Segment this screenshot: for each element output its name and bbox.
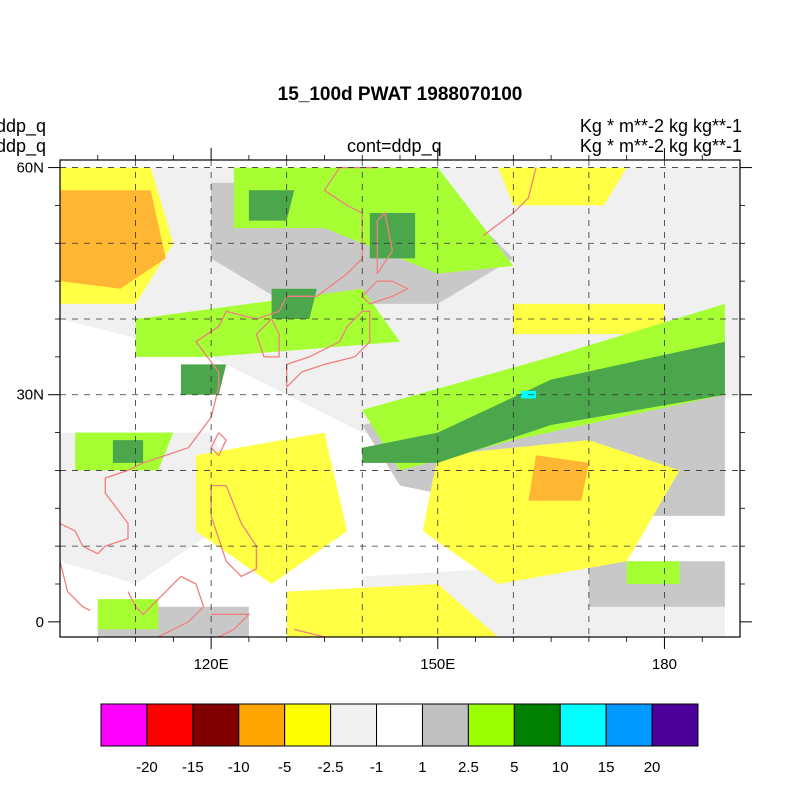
lat-tick-label: 0 <box>36 614 44 631</box>
coastline <box>482 167 537 237</box>
contour-label: cont=ddp_q <box>347 136 442 156</box>
anomaly-region-darkgreen <box>362 341 725 463</box>
colorbar-label: 10 <box>552 759 569 776</box>
coastline <box>210 484 258 578</box>
colorbar-label: -15 <box>182 759 204 776</box>
coastline <box>60 561 91 612</box>
anomaly-region-yellow <box>422 440 680 584</box>
colorbar-box <box>376 703 423 747</box>
colorbar-box <box>467 703 515 747</box>
anomaly-region-lime <box>626 561 680 584</box>
lon-tick-label: 120E <box>194 656 229 673</box>
right-units-label-1: Kg * m**-2 kg kg**-1 <box>579 116 742 136</box>
left-variable-label-2: ddp_q <box>0 136 47 156</box>
lat-tick-label: 60N <box>16 160 44 177</box>
colorbar: -20 -15 -10 -5 -2.5 -1 1 2.5 5 10 15 20 <box>100 703 699 776</box>
lat-tick-label: 30N <box>16 387 44 404</box>
coastline <box>286 310 371 388</box>
colorbar-box <box>651 703 699 747</box>
coastline <box>195 166 378 388</box>
colorbar-label: 20 <box>644 759 661 776</box>
plot-title: 15_100d PWAT 1988070100 <box>277 84 523 105</box>
lon-tick-label: 180 <box>652 656 677 673</box>
colorbar-label: -10 <box>228 759 250 776</box>
colorbar-box <box>146 703 194 747</box>
colorbar-box <box>238 703 286 747</box>
anomaly-region-darkgreen <box>112 440 144 463</box>
colorbar-box <box>513 703 561 747</box>
right-units-label-2: Kg * m**-2 kg kg**-1 <box>579 136 742 156</box>
axis-ticks: 60N 30N 0 120E 150E 180 <box>16 148 752 673</box>
anomaly-region-darkgreen <box>271 288 317 319</box>
coastline <box>210 432 227 457</box>
coastline <box>211 613 251 637</box>
coastline <box>127 575 205 637</box>
anomaly-region-darkgreen <box>369 213 416 259</box>
colorbar-box <box>421 703 469 747</box>
colorbar-label: -20 <box>136 759 158 776</box>
colorbar-label: 15 <box>598 759 615 776</box>
anomaly-region-orange <box>528 455 589 501</box>
coastline-layer <box>60 166 537 637</box>
anomaly-region-yellow <box>498 167 627 206</box>
gridline-layer <box>60 160 740 637</box>
coastline <box>376 211 394 274</box>
colorbar-label: 1 <box>418 759 426 776</box>
colorbar-box <box>100 703 148 747</box>
coastline <box>60 386 220 555</box>
colorbar-label: -2.5 <box>318 759 344 776</box>
colorbar-label: 2.5 <box>458 759 479 776</box>
colorbar-box <box>192 703 240 747</box>
colorbar-label: 5 <box>510 759 518 776</box>
colorbar-box <box>284 703 332 747</box>
anomaly-region-lime <box>97 599 159 630</box>
colorbar-label: -5 <box>278 759 291 776</box>
colorbar-box <box>605 703 653 747</box>
anomaly-region-darkgreen <box>180 364 227 395</box>
left-variable-label-1: ddp_q <box>0 116 47 136</box>
colorbar-label: -1 <box>370 759 383 776</box>
colorbar-box <box>330 703 378 747</box>
lon-tick-label: 150E <box>420 656 455 673</box>
anomaly-region-darkgreen <box>248 190 295 221</box>
colorbar-box <box>559 703 607 747</box>
coastline <box>294 628 325 637</box>
anomaly-region-yellow <box>286 584 499 637</box>
coastline <box>255 317 280 358</box>
anomaly-region-orange <box>60 190 166 289</box>
